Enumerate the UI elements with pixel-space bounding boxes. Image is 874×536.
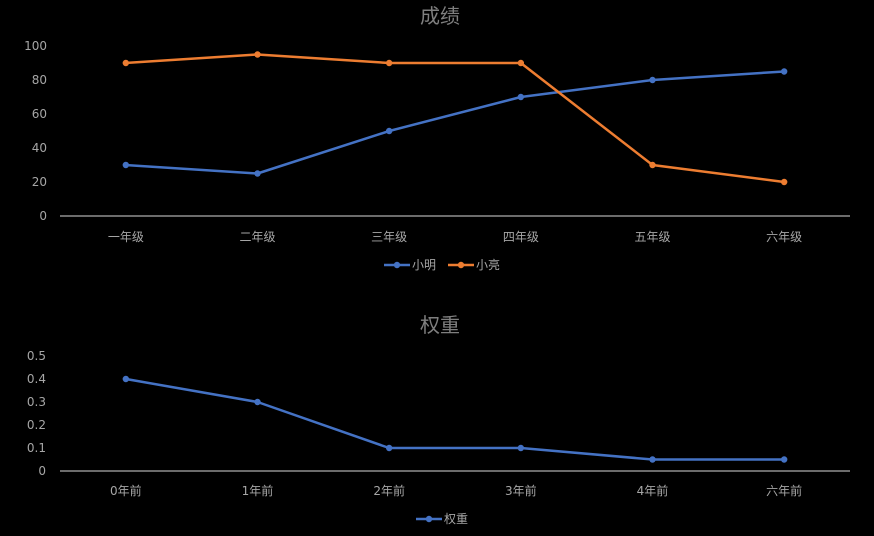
x-tick-label: 六年级	[766, 230, 802, 244]
data-point	[385, 127, 393, 135]
data-point	[649, 76, 656, 84]
y-tick-label: 0	[38, 464, 46, 478]
y-tick-label: 80	[32, 73, 47, 87]
data-point	[122, 375, 130, 383]
data-point	[517, 59, 525, 67]
x-tick-label: 四年级	[503, 230, 539, 244]
series-line-1	[124, 70, 786, 175]
legend-label: 权重	[444, 512, 468, 526]
data-point	[254, 170, 261, 177]
y-tick-label: 0	[39, 209, 47, 223]
y-tick-label: 0.5	[27, 349, 46, 363]
x-tick-label: 六年前	[766, 483, 802, 498]
legend-label: 小亮	[476, 257, 500, 272]
data-point	[649, 456, 656, 463]
data-point	[780, 68, 788, 75]
y-tick-label: 40	[32, 141, 47, 155]
y-tick-label: 0.4	[27, 372, 46, 386]
data-point	[649, 161, 656, 169]
data-point	[517, 444, 525, 452]
y-tick-label: 0.2	[27, 418, 46, 432]
data-point	[385, 59, 393, 67]
series-line-2	[124, 53, 786, 184]
y-tick-label: 100	[24, 39, 47, 53]
legend-label: 小明	[412, 258, 436, 272]
data-point	[122, 59, 130, 67]
x-tick-label: 二年级	[239, 230, 275, 244]
legend-item: 权重	[416, 512, 468, 526]
y-tick-label: 0.3	[27, 395, 46, 409]
legend-item: 小亮	[448, 257, 500, 272]
data-point	[385, 444, 393, 452]
y-tick-label: 60	[32, 107, 47, 121]
x-tick-label: 五年级	[634, 230, 670, 244]
y-tick-label: 20	[32, 175, 47, 189]
legend-item: 小明	[384, 258, 436, 272]
data-point	[254, 398, 261, 406]
x-tick-label: 三年级	[371, 230, 407, 244]
data-point	[254, 51, 261, 58]
x-tick-label: 2年前	[373, 483, 405, 498]
chart-2-title: 权重	[420, 313, 460, 337]
x-tick-label: 一年级	[108, 230, 144, 244]
series-line-1	[124, 377, 786, 461]
legend-marker	[425, 515, 433, 523]
y-tick-label: 0.1	[27, 441, 46, 455]
chart-2: 权重 0 0.1 0.2 0.3 0.4 0.5 0年前 1年前 2年前 3年前 4年前 六年前 权…	[27, 313, 850, 526]
chart-1: 成绩 0 20 40 60 80 100 一年级 二年级 三年级 四年级 五年级 六年级 小明 小亮	[24, 4, 850, 272]
x-tick-label: 0年前	[110, 483, 142, 498]
data-point	[780, 178, 788, 186]
data-point	[517, 93, 525, 101]
data-point	[780, 456, 788, 463]
legend-marker	[457, 261, 465, 269]
chart-1-title: 成绩	[420, 4, 460, 28]
x-tick-label: 4年前	[637, 483, 669, 498]
data-point	[122, 161, 130, 169]
x-tick-label: 3年前	[505, 483, 537, 498]
x-tick-label: 1年前	[242, 483, 274, 498]
legend-marker	[393, 261, 401, 269]
